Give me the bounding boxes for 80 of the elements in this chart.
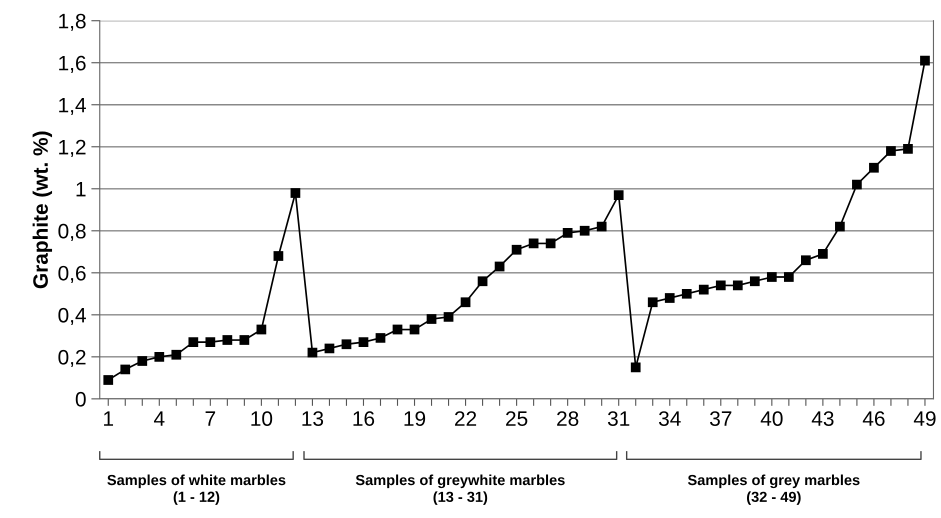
y-axis-title: Graphite (wt. %) <box>32 132 52 288</box>
point <box>784 272 794 282</box>
point <box>444 312 454 322</box>
point <box>801 255 811 266</box>
point <box>240 335 250 345</box>
point <box>682 288 692 299</box>
y-tick-label: 1,4 <box>59 98 86 115</box>
point <box>222 335 232 345</box>
y-tick-label: 0 <box>76 392 86 407</box>
point <box>528 238 538 248</box>
point <box>580 226 590 236</box>
x-tick-label: 49 <box>914 411 936 426</box>
point <box>342 339 352 350</box>
x-tick-label: 31 <box>608 411 630 426</box>
point <box>290 188 300 198</box>
y-tick-label: 0,6 <box>58 266 86 284</box>
point <box>376 333 386 343</box>
text: Samples of greywhite marbles (13 - 31) <box>356 474 565 505</box>
point <box>903 144 913 154</box>
text: Samples of grey marbles (32 - 49) <box>688 474 860 505</box>
x-tick-label: 37 <box>710 411 732 426</box>
x-tick-label: 7 <box>206 411 216 426</box>
point <box>358 337 368 347</box>
x-tick-label: 13 <box>302 411 324 426</box>
point <box>596 222 607 232</box>
x-tick-label: 16 <box>353 411 374 426</box>
point <box>664 293 675 303</box>
x-tick-label: 34 <box>658 411 681 426</box>
x-tick-label: 19 <box>404 411 426 426</box>
point <box>274 251 284 261</box>
point <box>630 362 641 372</box>
point <box>648 297 658 308</box>
x-tick-label: 1 <box>104 411 114 426</box>
x-tick-label: 28 <box>557 411 578 426</box>
x-tick-label: 22 <box>455 411 476 426</box>
point <box>103 375 114 385</box>
point <box>205 337 216 347</box>
point <box>732 280 743 290</box>
point <box>546 238 556 248</box>
point <box>188 337 198 347</box>
point <box>818 249 828 259</box>
point <box>562 228 573 238</box>
x-tick-label: 43 <box>812 411 834 426</box>
point <box>869 162 879 173</box>
y-tick-label: 1,2 <box>59 140 86 157</box>
point <box>171 350 182 360</box>
point <box>494 262 504 272</box>
x-tick-label: 40 <box>760 411 783 426</box>
point <box>698 284 709 294</box>
point <box>120 364 130 374</box>
point <box>426 314 436 324</box>
point <box>478 276 488 286</box>
point <box>766 272 777 282</box>
point <box>750 276 760 286</box>
y-tick-label: 1,8 <box>59 14 86 31</box>
point <box>835 222 845 232</box>
point <box>256 324 266 334</box>
x-tick-label: 25 <box>506 411 528 426</box>
point <box>512 244 522 255</box>
y-tick-label: 1,6 <box>59 56 86 73</box>
y-tick-label: 0,2 <box>58 350 86 368</box>
point <box>410 324 420 334</box>
x-tick-label: 46 <box>862 411 885 426</box>
point <box>324 344 334 354</box>
point <box>137 356 148 366</box>
point <box>716 280 726 290</box>
point <box>920 56 930 66</box>
point <box>154 352 164 362</box>
point <box>460 297 470 308</box>
y-tick-label: 0,8 <box>58 224 86 242</box>
text: Samples of white marbles (1 - 12) <box>107 474 286 505</box>
point <box>614 190 624 200</box>
y-tick-label: 0,4 <box>58 308 86 326</box>
y-tick-label: 1 <box>76 182 86 196</box>
point <box>392 324 402 334</box>
point <box>886 146 896 156</box>
point <box>308 348 318 358</box>
x-tick-label: 10 <box>251 411 272 426</box>
x-tick-label: 4 <box>154 411 164 426</box>
point <box>852 180 862 190</box>
